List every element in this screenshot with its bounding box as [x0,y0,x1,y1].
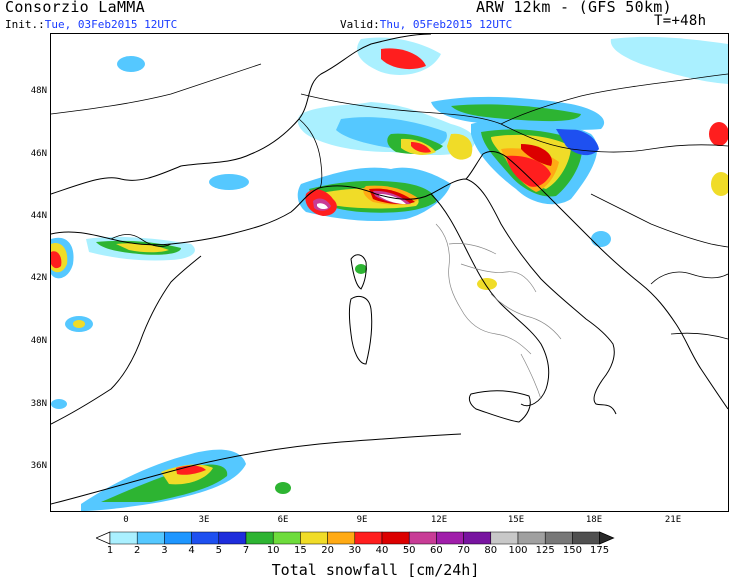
colorbar-level-label: 175 [590,545,610,556]
valid-time: Valid:Thu, 05Feb2015 12UTC [340,18,512,31]
init-value: Tue, 03Feb2015 12UTC [44,18,178,31]
colorbar-level-label: 40 [375,545,389,556]
snowfall-field-misc [51,36,728,494]
colorbar-level-label: 100 [508,545,528,556]
lon-label-12e: 12E [430,515,448,525]
map-canvas [51,34,728,511]
colorbar-level-label: 3 [161,545,168,556]
lat-label-44n: 44N [30,211,47,221]
model-title: ARW 12km - (GFS 50km) [476,0,672,16]
colorbar-cell [490,531,519,545]
colorbar-title: Total snowfall [cm/24h] [271,561,480,579]
regional-borders [435,223,562,400]
colorbar-level-label: 80 [484,545,498,556]
colorbar-cell [272,531,301,545]
snowfall-field-pyrenees [51,236,195,279]
colorbar-cell [544,531,573,545]
colorbar-cell [136,531,165,545]
coastlines [51,34,728,505]
lon-label-18e: 18E [585,515,603,525]
lat-label-42n: 42N [30,273,47,283]
colorbar-level-label: 2 [134,545,141,556]
colorbar-cell [408,531,437,545]
colorbar-max-arrow [599,531,615,545]
valid-value: Thu, 05Feb2015 12UTC [379,18,513,31]
lon-label-3e: 3E [198,515,210,525]
snowfall-field-alps-west [297,167,451,222]
colorbar-cell [436,531,464,545]
colorbar-level-label: 20 [321,545,334,556]
snowfall-field-slovenia-croatia [471,118,599,205]
init-time: Init.:Tue, 03Feb2015 12UTC [5,18,177,31]
colorbar [96,531,615,545]
colorbar-cell [300,531,328,545]
colorbar-cell [381,531,410,545]
colorbar-level-label: 1 [106,545,114,556]
colorbar-cell [517,531,546,545]
lead-time: T=+48h [654,13,707,29]
colorbar-level-label: 50 [402,545,416,556]
producer-title: Consorzio LaMMA [5,0,145,16]
colorbar-level-label: 60 [430,545,443,556]
colorbar-level-label: 125 [535,545,555,556]
lon-label-9e: 9E [356,515,368,525]
snowfall-field-alps-central [297,102,475,160]
colorbar-level-label: 150 [562,545,582,556]
colorbar-cell [327,531,356,545]
colorbar-level-label: 4 [188,545,195,556]
lon-label-0: 0 [123,515,129,525]
valid-label: Valid: [340,18,380,31]
colorbar-cell [164,531,192,545]
country-borders [51,63,728,340]
lat-label-38n: 38N [30,399,47,409]
colorbar-cell [572,531,600,545]
colorbar-cell [191,531,220,545]
colorbar-level-label: 5 [215,545,222,556]
colorbar-level-label: 10 [266,545,280,556]
snowfall-field-north-alps-arc [357,37,605,130]
colorbar-cell [245,531,274,545]
colorbar-cell [218,531,247,545]
colorbar-cell [354,531,383,545]
lon-label-21e: 21E [664,515,682,525]
colorbar-cell [109,531,138,545]
colorbar-level-label: 15 [294,545,307,556]
lat-label-46n: 46N [30,149,47,159]
colorbar-level-label: 70 [457,545,470,556]
colorbar-min-arrow [96,531,111,545]
lon-label-15e: 15E [507,515,525,525]
lon-label-6e: 6E [277,515,289,525]
init-label: Init.: [5,18,45,31]
snowfall-map [50,33,729,512]
lat-label-40n: 40N [30,336,47,346]
lat-label-36n: 36N [30,461,47,471]
colorbar-level-label: 7 [242,545,250,556]
lat-label-48n: 48N [30,86,47,96]
colorbar-cell [463,531,492,545]
colorbar-level-label: 30 [348,545,362,556]
